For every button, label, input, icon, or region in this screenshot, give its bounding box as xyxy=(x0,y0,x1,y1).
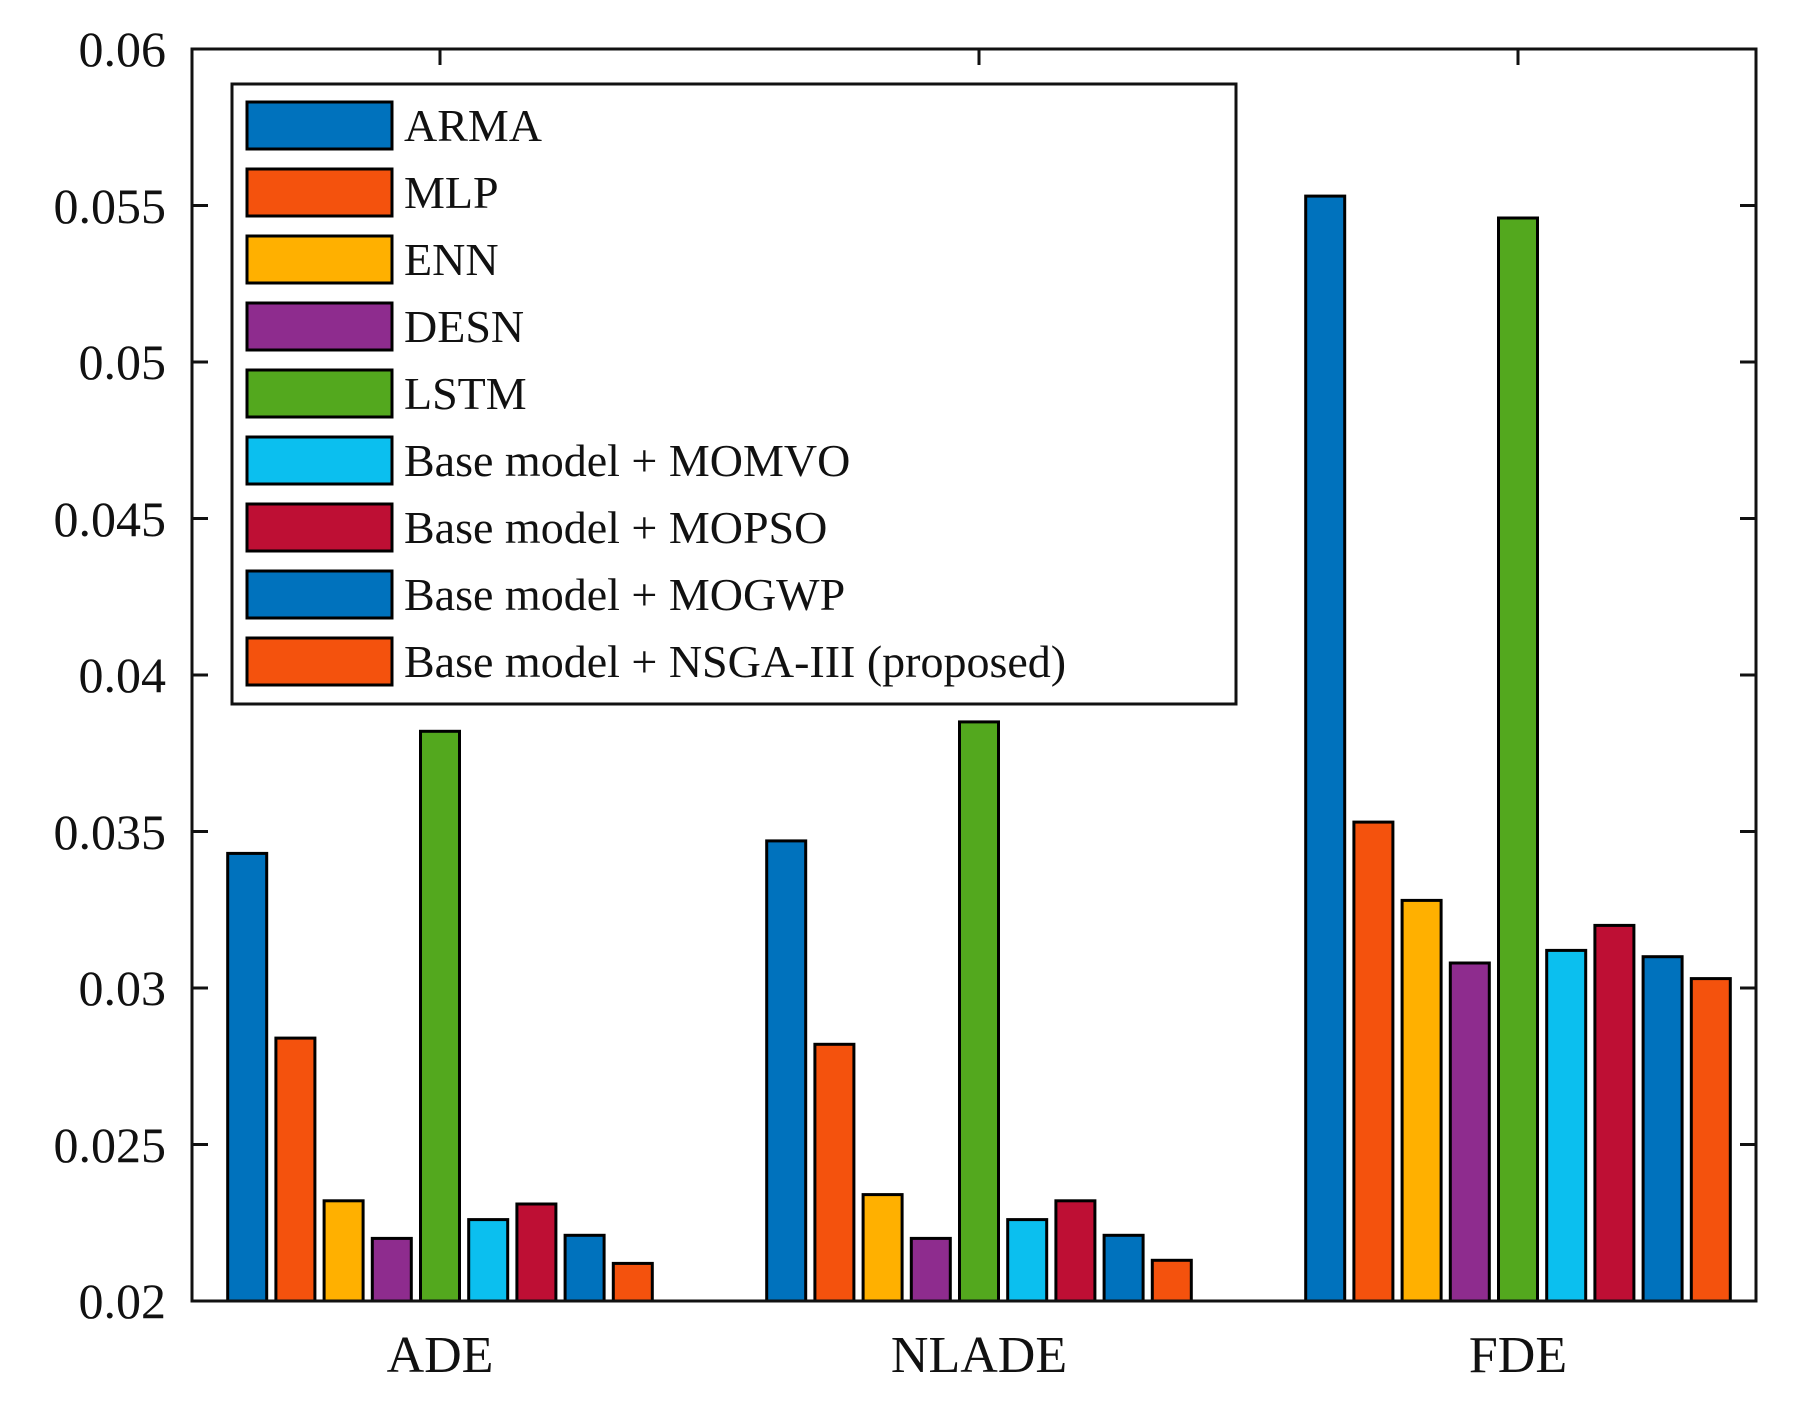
legend: ARMA MLP ENN DESN LSTM Base model + MOMV… xyxy=(230,82,1238,706)
legend-label: Base model + MOGWP xyxy=(404,569,845,620)
legend-swatch xyxy=(245,167,394,218)
bar-fde-base-model-mogwp xyxy=(1641,955,1684,1303)
legend-swatch xyxy=(245,234,394,285)
legend-entry-arma: ARMA xyxy=(245,100,542,151)
legend-box xyxy=(230,82,1238,706)
y-tick-label: 0.035 xyxy=(54,804,167,860)
bar-ade-arma xyxy=(226,851,269,1303)
legend-swatch xyxy=(245,100,394,151)
bar-ade-mlp xyxy=(274,1036,317,1303)
legend-entry-lstm: LSTM xyxy=(245,368,527,419)
bar-fde-base-model-mopso xyxy=(1593,923,1636,1303)
y-tick-label: 0.02 xyxy=(79,1273,167,1329)
bar-fde-desn xyxy=(1448,961,1491,1303)
legend-swatch xyxy=(245,636,394,687)
legend-label: MLP xyxy=(404,167,499,218)
bar-ade-base-model-mopso xyxy=(515,1202,558,1303)
legend-swatch xyxy=(245,368,394,419)
bar-nlade-enn xyxy=(861,1193,904,1303)
legend-entry-nsga-iii: Base model + NSGA-III (proposed) xyxy=(245,636,1066,687)
bar-fde-base-model-nsga-iii-proposed xyxy=(1689,977,1732,1303)
bar-nlade-desn xyxy=(909,1236,952,1303)
legend-swatch xyxy=(245,301,394,352)
x-category-label-nlade: NLADE xyxy=(891,1327,1067,1384)
legend-entry-enn: ENN xyxy=(245,234,499,285)
y-tick-label: 0.025 xyxy=(54,1117,167,1173)
bar-nlade-base-model-nsga-iii-proposed xyxy=(1150,1258,1193,1303)
legend-swatch xyxy=(245,502,394,553)
legend-label: ENN xyxy=(404,234,499,285)
bar-fde-mlp xyxy=(1352,820,1395,1303)
legend-label: Base model + NSGA-III (proposed) xyxy=(404,636,1066,687)
x-category-label-fde: FDE xyxy=(1469,1327,1567,1384)
bar-ade-base-model-momvo xyxy=(467,1218,510,1303)
bar-ade-lstm xyxy=(419,729,461,1303)
y-tick-label: 0.055 xyxy=(54,178,167,234)
plot-frame xyxy=(190,47,1758,1303)
x-axis-category-labels: ADE NLADE FDE xyxy=(387,1327,1568,1384)
legend-label: Base model + MOMVO xyxy=(404,435,850,486)
bar-fde-enn xyxy=(1400,898,1443,1303)
bar-nlade-base-model-momvo xyxy=(1006,1218,1049,1303)
legend-swatch xyxy=(245,435,394,486)
legend-label: DESN xyxy=(404,301,524,352)
legend-entry-mogwp: Base model + MOGWP xyxy=(245,569,845,620)
bar-nlade-lstm xyxy=(958,720,1000,1303)
y-tick-label: 0.045 xyxy=(54,491,167,547)
bar-fde-base-model-momvo xyxy=(1545,948,1588,1303)
bar-ade-enn xyxy=(322,1199,365,1303)
legend-swatch xyxy=(245,569,394,620)
y-tick-label: 0.05 xyxy=(79,334,167,390)
legend-label: Base model + MOPSO xyxy=(404,502,827,553)
legend-label: LSTM xyxy=(404,368,527,419)
bar-ade-base-model-nsga-iii-proposed xyxy=(611,1261,654,1303)
bar-ade-desn xyxy=(370,1236,413,1303)
y-axis-tick-labels: 0.02 0.025 0.03 0.035 0.04 0.045 0.05 0.… xyxy=(54,21,167,1329)
legend-entry-mlp: MLP xyxy=(245,167,499,218)
bar-nlade-arma xyxy=(765,839,808,1303)
legend-entry-desn: DESN xyxy=(245,301,524,352)
legend-entry-mopso: Base model + MOPSO xyxy=(245,502,827,553)
bar-fde-lstm xyxy=(1497,216,1539,1303)
bar-ade-base-model-mogwp xyxy=(563,1233,606,1303)
bar-nlade-base-model-mogwp xyxy=(1102,1233,1145,1303)
bar-fde-arma xyxy=(1304,194,1347,1303)
y-tick-label: 0.04 xyxy=(79,647,167,703)
legend-entry-momvo: Base model + MOMVO xyxy=(245,435,850,486)
x-category-label-ade: ADE xyxy=(387,1327,494,1384)
y-tick-label: 0.06 xyxy=(79,21,167,77)
legend-label: ARMA xyxy=(404,100,542,151)
bar-nlade-mlp xyxy=(813,1042,856,1303)
y-tick-label: 0.03 xyxy=(79,960,167,1016)
bar-nlade-base-model-mopso xyxy=(1054,1199,1097,1303)
